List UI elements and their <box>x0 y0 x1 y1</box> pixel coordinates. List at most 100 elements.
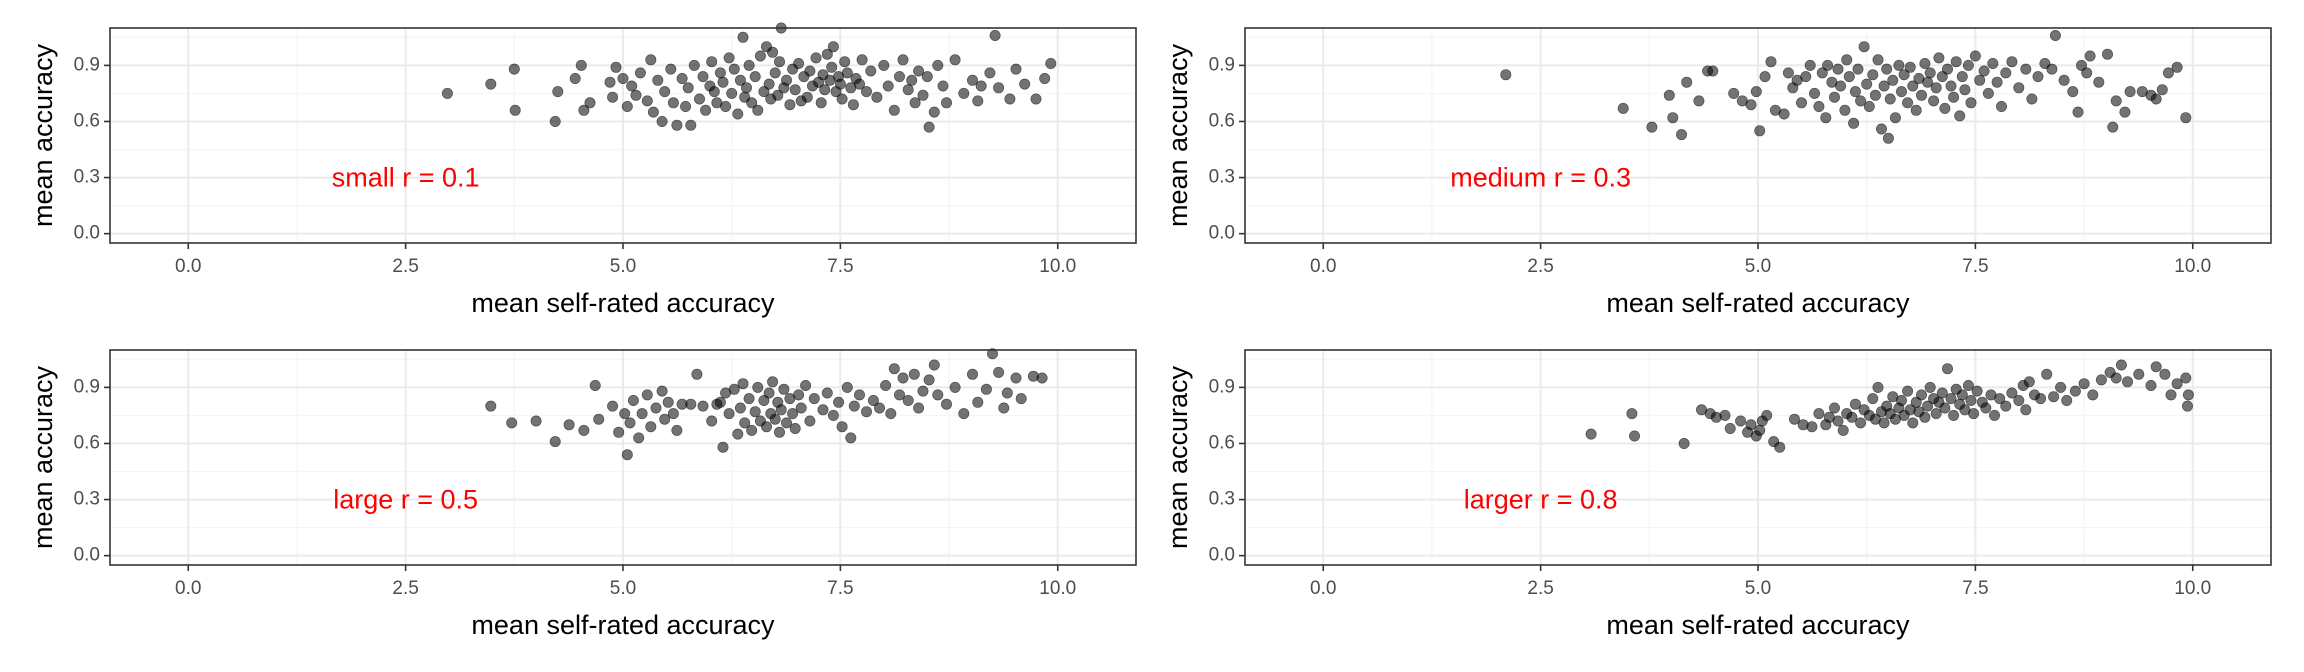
data-point <box>1759 71 1771 83</box>
data-point <box>2084 50 2096 62</box>
data-point <box>2032 71 2044 83</box>
data-point <box>2171 378 2183 390</box>
data-point <box>659 86 671 98</box>
data-point <box>1707 65 1719 77</box>
data-point <box>610 61 622 73</box>
data-point <box>1750 86 1762 98</box>
data-point <box>441 87 453 99</box>
major-gridlines <box>110 28 1136 243</box>
data-point <box>1855 417 1867 429</box>
correlation-annotation: medium r = 0.3 <box>1450 163 1631 193</box>
data-point <box>734 402 746 414</box>
data-point <box>575 59 587 71</box>
data-point <box>826 61 838 73</box>
correlation-annotation: large r = 0.5 <box>333 485 478 515</box>
y-tick-label: 0.6 <box>1209 432 1235 453</box>
data-point <box>641 389 653 401</box>
data-point <box>921 71 933 83</box>
data-point <box>909 97 921 109</box>
x-axis-title: mean self-rated accuracy <box>1606 288 1910 318</box>
data-point <box>2046 63 2058 75</box>
data-point <box>1989 409 2001 421</box>
data-point <box>1693 95 1705 107</box>
data-point <box>972 396 984 408</box>
data-point <box>1754 125 1766 137</box>
data-point <box>627 394 639 406</box>
data-point <box>645 421 657 433</box>
data-point <box>1626 408 1638 420</box>
data-point <box>1924 67 1936 79</box>
data-point <box>717 441 729 453</box>
data-point <box>584 97 596 109</box>
data-point <box>2055 381 2067 393</box>
data-point <box>2069 385 2081 397</box>
data-points <box>1500 29 2192 144</box>
x-tick-label: 10.0 <box>1039 256 1076 277</box>
data-point <box>878 59 890 71</box>
y-tick-label: 0.0 <box>1209 545 1235 566</box>
panel-4: larger r = 0.8 0.0 2.5 5.0 7.5 10.0 0.0 0.3 0.6 0… <box>1163 349 2272 640</box>
data-point <box>667 408 679 420</box>
data-point <box>913 65 925 77</box>
data-point <box>773 56 785 68</box>
data-point <box>1881 63 1893 75</box>
data-point <box>723 52 735 64</box>
data-point <box>1933 52 1945 64</box>
data-point <box>1813 101 1825 113</box>
data-point <box>853 389 865 401</box>
data-point <box>998 402 1010 414</box>
data-point <box>821 48 833 60</box>
data-point <box>1954 110 1966 122</box>
data-point <box>1585 428 1597 440</box>
data-point <box>1829 402 1841 414</box>
data-point <box>706 56 718 68</box>
data-point <box>1719 409 1731 421</box>
data-point <box>923 121 935 133</box>
y-tick-label: 0.6 <box>74 110 100 131</box>
data-point <box>932 59 944 71</box>
data-point <box>1956 71 1968 83</box>
data-point <box>647 106 659 118</box>
data-point <box>1869 89 1881 101</box>
data-point <box>621 449 633 461</box>
y-tick-label: 0.9 <box>74 376 100 397</box>
data-point <box>1968 408 1980 420</box>
data-point <box>913 402 925 414</box>
data-point <box>2182 400 2194 412</box>
data-point <box>2049 29 2061 41</box>
data-point <box>652 74 664 86</box>
data-point <box>2035 393 2047 405</box>
x-axis-title: mean self-rated accuracy <box>471 610 775 640</box>
data-point <box>767 376 779 388</box>
data-point <box>1039 73 1051 85</box>
data-point <box>645 54 657 66</box>
data-point <box>917 385 929 397</box>
data-point <box>817 404 829 416</box>
data-point <box>552 86 564 98</box>
data-point <box>2093 76 2105 88</box>
data-point <box>2110 95 2122 107</box>
data-point <box>1848 117 1860 129</box>
y-axis-title: mean accuracy <box>1163 43 1193 227</box>
data-point <box>665 63 677 75</box>
panel-1: small r = 0.1 0.0 2.5 5.0 7.5 10.0 0.0 0.3 0.6 0.… <box>28 22 1137 318</box>
data-point <box>1629 430 1641 442</box>
data-point <box>691 368 703 380</box>
data-point <box>1930 408 1942 420</box>
data-point <box>1019 78 1031 90</box>
data-point <box>734 74 746 86</box>
data-point <box>693 93 705 105</box>
data-point <box>720 101 732 113</box>
data-point <box>1956 389 1968 401</box>
data-point <box>697 400 709 412</box>
data-point <box>2133 368 2145 380</box>
data-point <box>656 385 668 397</box>
data-point <box>1676 129 1688 141</box>
data-point <box>940 97 952 109</box>
data-point <box>563 419 575 431</box>
data-point <box>1861 78 1873 90</box>
data-point <box>680 101 692 113</box>
data-point <box>1872 381 1884 393</box>
data-point <box>893 71 905 83</box>
x-tick-label: 5.0 <box>1745 578 1771 599</box>
